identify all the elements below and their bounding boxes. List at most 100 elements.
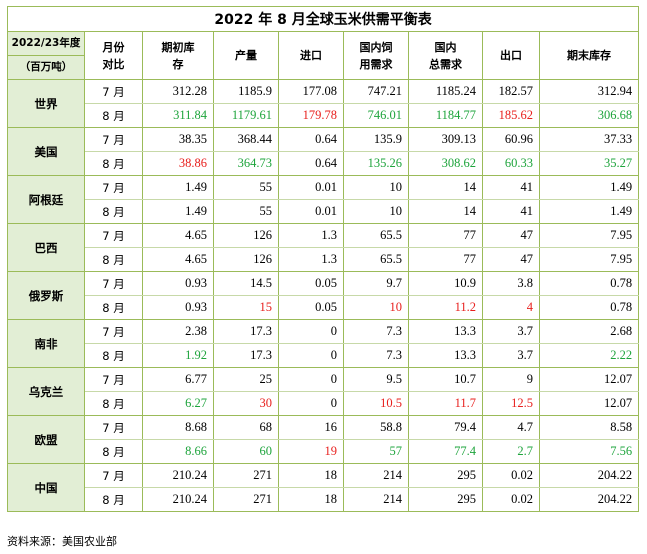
value-cell: 8.68 — [142, 415, 214, 440]
month-cell: 7 月 — [84, 223, 143, 248]
country-label: 阿根廷 — [7, 175, 85, 224]
value-cell: 57 — [343, 439, 409, 464]
value-cell: 135.9 — [343, 127, 409, 152]
value-cell: 6.27 — [142, 391, 214, 416]
value-cell: 13.3 — [408, 343, 483, 368]
balance-table-container: 2022 年 8 月全球玉米供需平衡表 2022/23年度 月份 对比 期初库存产量… — [7, 6, 640, 512]
month-cell: 8 月 — [84, 343, 143, 368]
value-cell: 0.01 — [278, 199, 344, 224]
value-cell: 1179.61 — [213, 103, 279, 128]
column-header: 期末库存 — [539, 31, 640, 80]
value-cell: 0.64 — [278, 127, 344, 152]
month-cell: 7 月 — [84, 271, 143, 296]
value-cell: 0.05 — [278, 271, 344, 296]
value-cell: 126 — [213, 247, 279, 272]
value-cell: 1.49 — [539, 199, 640, 224]
value-cell: 77.4 — [408, 439, 483, 464]
value-cell: 1.92 — [142, 343, 214, 368]
value-cell: 12.07 — [539, 367, 640, 392]
value-cell: 1.3 — [278, 247, 344, 272]
month-cell: 8 月 — [84, 247, 143, 272]
value-cell: 1.49 — [539, 175, 640, 200]
country-label: 乌克兰 — [7, 367, 85, 416]
value-cell: 0.01 — [278, 175, 344, 200]
value-cell: 14 — [408, 199, 483, 224]
value-cell: 4.7 — [482, 415, 540, 440]
value-cell: 37.33 — [539, 127, 640, 152]
value-cell: 0 — [278, 391, 344, 416]
table-row: 阿根廷 7 月 1.49 55 0.01 10 14 41 1.49 — [7, 175, 640, 224]
value-cell: 2.38 — [142, 319, 214, 344]
value-cell: 271 — [213, 487, 279, 512]
value-cell: 0.64 — [278, 151, 344, 176]
value-cell: 10.5 — [343, 391, 409, 416]
value-cell: 1.49 — [142, 175, 214, 200]
value-cell: 58.8 — [343, 415, 409, 440]
month-cell: 7 月 — [84, 79, 143, 104]
value-cell: 0 — [278, 319, 344, 344]
value-cell: 38.86 — [142, 151, 214, 176]
value-cell: 10.9 — [408, 271, 483, 296]
value-cell: 1184.77 — [408, 103, 483, 128]
value-cell: 77 — [408, 247, 483, 272]
month-cell: 7 月 — [84, 367, 143, 392]
value-cell: 17.3 — [213, 343, 279, 368]
value-cell: 126 — [213, 223, 279, 248]
value-cell: 1.49 — [142, 199, 214, 224]
country-label: 世界 — [7, 79, 85, 128]
value-cell: 2.68 — [539, 319, 640, 344]
value-cell: 214 — [343, 487, 409, 512]
value-cell: 4.65 — [142, 247, 214, 272]
value-cell: 0.78 — [539, 295, 640, 320]
month-cell: 7 月 — [84, 415, 143, 440]
value-cell: 1.3 — [278, 223, 344, 248]
value-cell: 8.66 — [142, 439, 214, 464]
table-row: 8 月 1.49 55 0.01 10 14 41 1.49 — [8, 199, 640, 224]
month-cell: 8 月 — [84, 295, 143, 320]
value-cell: 16 — [278, 415, 344, 440]
value-cell: 308.62 — [408, 151, 483, 176]
country-label: 中国 — [7, 463, 85, 512]
column-header-line: 对比 — [102, 57, 125, 71]
column-header: 月份 对比 — [84, 31, 143, 80]
value-cell: 311.84 — [142, 103, 214, 128]
value-cell: 7.3 — [343, 319, 409, 344]
country-label: 欧盟 — [7, 415, 85, 464]
column-header-line: 产量 — [235, 49, 257, 62]
month-cell: 8 月 — [84, 439, 143, 464]
value-cell: 41 — [482, 199, 540, 224]
table-row: 8 月 6.27 30 0 10.5 11.7 12.5 12.07 — [8, 391, 640, 416]
table-row: 巴西 7 月 4.65 126 1.3 65.5 77 47 7.95 — [7, 223, 640, 272]
value-cell: 17.3 — [213, 319, 279, 344]
value-cell: 3.8 — [482, 271, 540, 296]
column-header-line: 存 — [172, 57, 184, 71]
value-cell: 60.96 — [482, 127, 540, 152]
value-cell: 10 — [343, 295, 409, 320]
value-cell: 12.5 — [482, 391, 540, 416]
value-cell: 14.5 — [213, 271, 279, 296]
column-header: 期初库存 — [142, 31, 214, 80]
column-header-line: 出口 — [500, 49, 522, 62]
value-cell: 747.21 — [343, 79, 409, 104]
value-cell: 11.7 — [408, 391, 483, 416]
table-row: 8 月 210.24 271 18 214 295 0.02 204.22 — [8, 487, 640, 512]
value-cell: 9.7 — [343, 271, 409, 296]
column-header-line: 国内饲 — [359, 40, 393, 54]
value-cell: 60.33 — [482, 151, 540, 176]
value-cell: 10 — [343, 175, 409, 200]
corn-balance-table: 2022 年 8 月全球玉米供需平衡表 2022/23年度 月份 对比 期初库存产量… — [7, 6, 640, 512]
value-cell: 182.57 — [482, 79, 540, 104]
value-cell: 295 — [408, 487, 483, 512]
table-row: 中国 7 月 210.24 271 18 214 295 0.02 204.22 — [7, 463, 640, 512]
value-cell: 68 — [213, 415, 279, 440]
column-header: 进口 — [278, 31, 344, 80]
value-cell: 10 — [343, 199, 409, 224]
value-cell: 309.13 — [408, 127, 483, 152]
column-header-line: 进口 — [300, 49, 322, 62]
value-cell: 47 — [482, 247, 540, 272]
value-cell: 9 — [482, 367, 540, 392]
value-cell: 177.08 — [278, 79, 344, 104]
value-cell: 35.27 — [539, 151, 640, 176]
month-cell: 7 月 — [84, 463, 143, 488]
month-cell: 8 月 — [84, 391, 143, 416]
